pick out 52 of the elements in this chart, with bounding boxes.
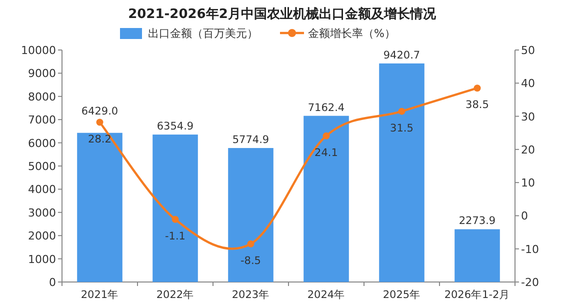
y-tick-label: 8000 (28, 90, 56, 104)
bar (77, 132, 122, 282)
point (247, 240, 254, 248)
bar (454, 229, 500, 282)
point (474, 84, 481, 92)
y-tick-label: 3000 (28, 206, 56, 220)
y2-tick-label: -20 (521, 276, 539, 289)
data-label: -8.5 (240, 254, 261, 267)
y-tick-label: 2000 (28, 230, 56, 243)
y-tick-label: 0 (49, 276, 56, 289)
data-label: 5774.9 (232, 134, 270, 146)
data-label: 31.5 (390, 122, 414, 134)
y-tick-label: 10000 (21, 44, 56, 57)
x-tick-label: 2022年 (156, 289, 194, 301)
y2-tick-label: -10 (521, 242, 539, 256)
y2-tick-label: 0 (521, 210, 528, 223)
point (172, 216, 179, 223)
data-label: 24.1 (314, 146, 338, 159)
data-label: 6354.9 (156, 120, 194, 133)
data-label: -1.1 (165, 230, 186, 242)
point (398, 108, 406, 115)
data-label: 38.5 (466, 99, 489, 112)
legend-label: 出口金额（百万美元） (148, 27, 258, 40)
data-label: 2273.9 (458, 215, 496, 228)
legend-label: 金额增长率（%） (308, 27, 396, 40)
chart-title: 2021-2026年2月中国农业机械出口金额及增长情况 (128, 6, 437, 22)
y-tick-label: 7000 (28, 114, 56, 127)
bar (152, 134, 198, 282)
data-label: 28.2 (88, 133, 112, 146)
x-tick-label: 2024年 (307, 289, 346, 301)
y-tick-label: 5000 (28, 160, 56, 173)
data-label: 7162.4 (308, 102, 345, 114)
bar (228, 148, 274, 282)
y2-tick-label: 30 (521, 110, 535, 124)
x-tick-label: 2025年 (382, 289, 421, 301)
bar (379, 63, 424, 282)
y-tick-label: 9000 (28, 67, 56, 80)
x-tick-label: 2021年 (80, 289, 119, 301)
y2-tick-label: 20 (521, 143, 535, 156)
data-label: 9420.7 (383, 49, 420, 62)
point (322, 132, 330, 140)
y-tick-label: 1000 (28, 252, 56, 266)
x-tick-label: 2023年 (232, 289, 270, 301)
bar (304, 116, 349, 282)
y-tick-label: 6000 (28, 136, 56, 150)
y-tick-label: 4000 (28, 183, 56, 196)
point (96, 118, 104, 126)
y2-tick-label: 50 (521, 44, 535, 57)
y2-tick-label: 10 (521, 176, 535, 190)
data-label: 6429.0 (81, 105, 118, 118)
y2-tick-label: 40 (521, 77, 535, 90)
x-tick-label: 2026年1-2月 (444, 289, 510, 301)
